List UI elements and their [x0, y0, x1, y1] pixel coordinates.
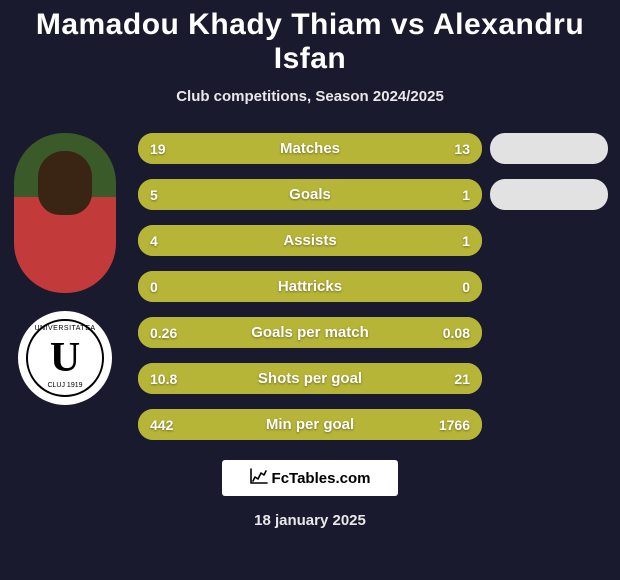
stat-value-right: 1: [462, 225, 470, 256]
player-photo: [14, 133, 116, 293]
stat-label: Assists: [138, 225, 482, 256]
left-column: UNIVERSITATEA U CLUJ 1919: [10, 133, 120, 405]
crest-top-text: UNIVERSITATEA: [34, 325, 95, 332]
stat-value-right: 0: [462, 271, 470, 302]
stat-label: Goals per match: [138, 317, 482, 348]
stat-value-right: 13: [454, 133, 470, 164]
stat-value-right: 1: [462, 179, 470, 210]
stat-value-right: 1766: [439, 409, 470, 440]
trend-pill: [490, 133, 608, 164]
date-text: 18 january 2025: [0, 512, 620, 529]
stat-row: 4Assists1: [138, 225, 482, 256]
brand-badge: FcTables.com: [222, 460, 398, 496]
right-pill-column: [490, 133, 608, 210]
stat-row: 0.26Goals per match0.08: [138, 317, 482, 348]
stat-value-right: 21: [454, 363, 470, 394]
stat-row: 5Goals1: [138, 179, 482, 210]
stat-label: Goals: [138, 179, 482, 210]
crest-letter: U: [50, 334, 80, 382]
crest-ring: UNIVERSITATEA U CLUJ 1919: [26, 319, 104, 397]
stat-row: 442Min per goal1766: [138, 409, 482, 440]
stat-label: Matches: [138, 133, 482, 164]
stat-label: Shots per goal: [138, 363, 482, 394]
player-face: [38, 151, 92, 215]
brand-text: FcTables.com: [272, 470, 371, 487]
stat-row: 10.8Shots per goal21: [138, 363, 482, 394]
trend-pill: [490, 179, 608, 210]
comparison-area: UNIVERSITATEA U CLUJ 1919 19Matches13 5Go…: [0, 133, 620, 440]
stat-value-right: 0.08: [443, 317, 470, 348]
player-photo-bg: [14, 133, 116, 293]
stat-row: 0Hattricks0: [138, 271, 482, 302]
subtitle: Club competitions, Season 2024/2025: [0, 88, 620, 105]
stat-label: Hattricks: [138, 271, 482, 302]
crest-bot-text: CLUJ 1919: [47, 382, 82, 389]
chart-icon: [250, 468, 268, 489]
stat-bars: 19Matches13 5Goals1 4Assists1 0Hattricks0 0.…: [138, 133, 482, 440]
page-title: Mamadou Khady Thiam vs Alexandru Isfan: [0, 0, 620, 76]
club-crest: UNIVERSITATEA U CLUJ 1919: [18, 311, 112, 405]
stat-label: Min per goal: [138, 409, 482, 440]
stat-row: 19Matches13: [138, 133, 482, 164]
